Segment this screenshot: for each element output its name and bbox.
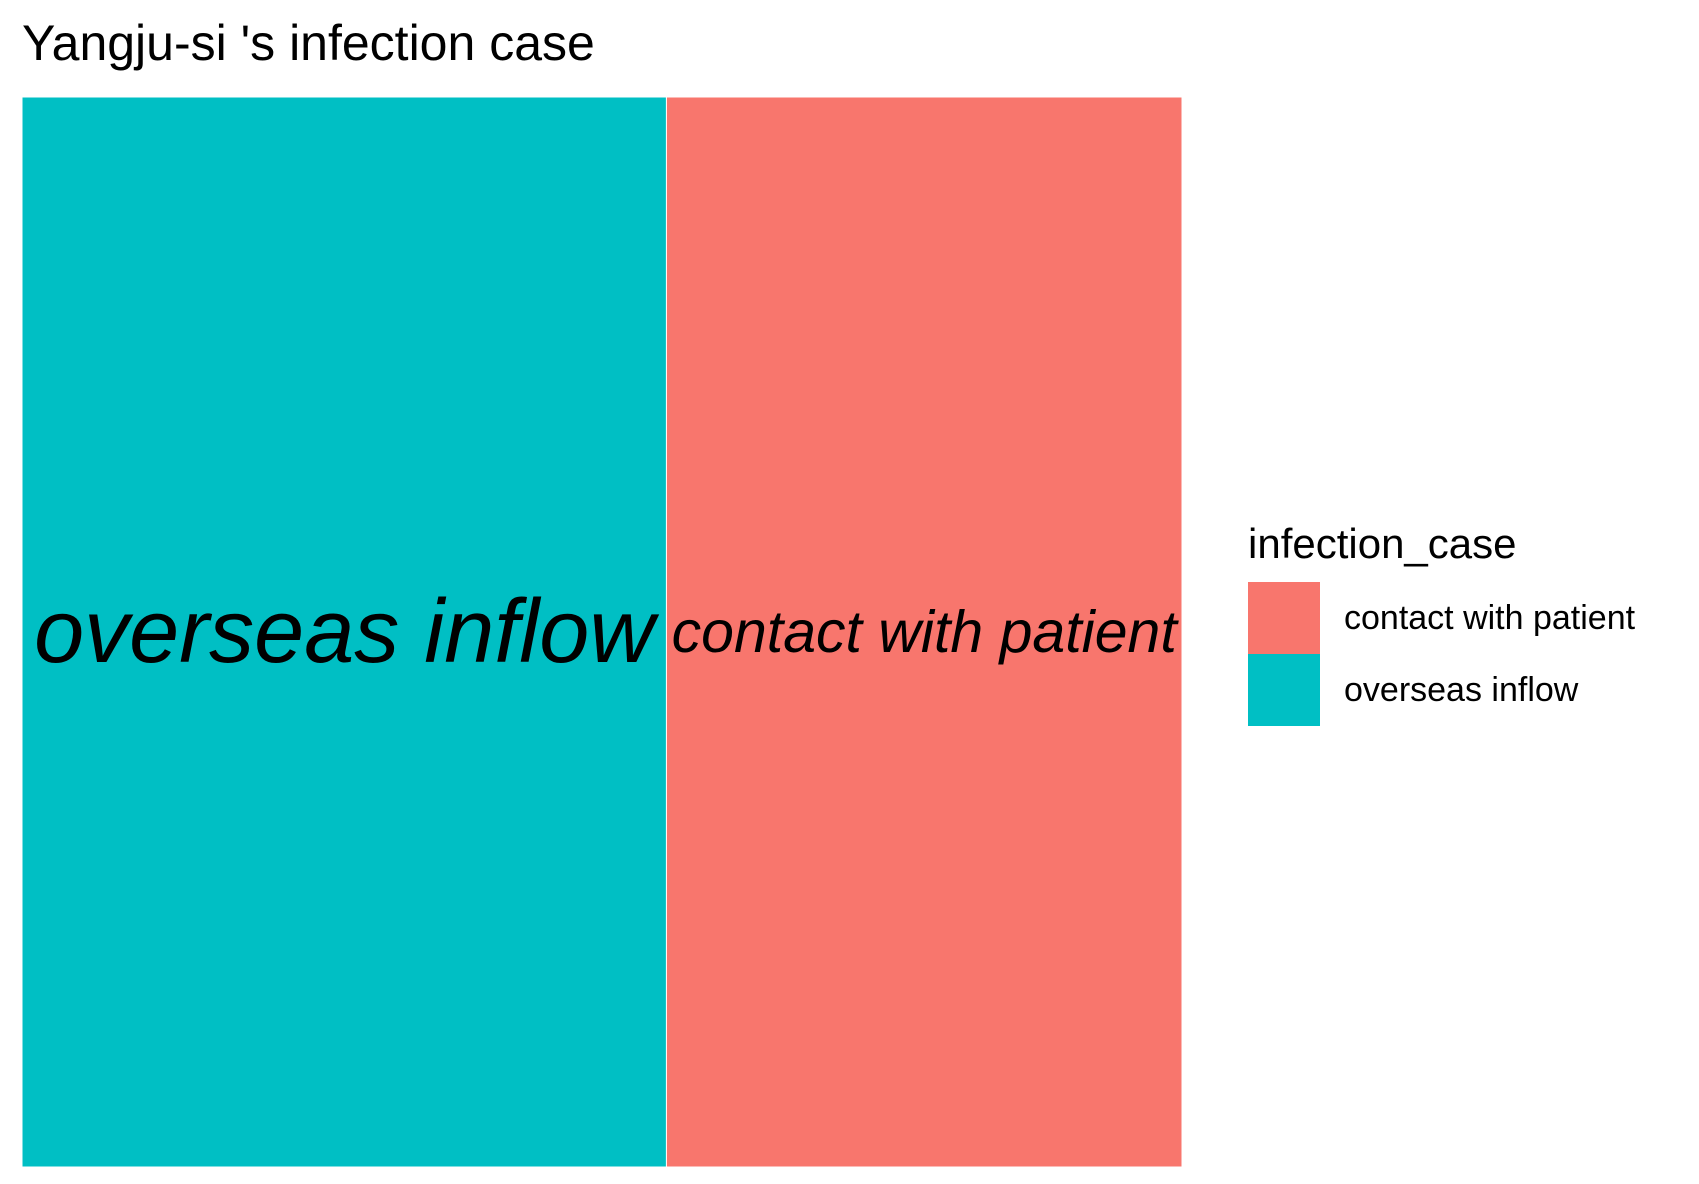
legend: infection_case contact with patient over… (1248, 520, 1635, 726)
legend-item-contact-with-patient: contact with patient (1248, 582, 1635, 654)
legend-item-overseas-inflow: overseas inflow (1248, 654, 1635, 726)
tile-label-contact-with-patient: contact with patient (672, 599, 1180, 665)
legend-label-contact-with-patient: contact with patient (1344, 598, 1636, 637)
chart-title: Yangju-si 's infection case (22, 15, 595, 71)
legend-key-overseas-inflow (1248, 654, 1320, 726)
legend-label-overseas-inflow: overseas inflow (1344, 670, 1579, 709)
treemap-plot: overseas inflow contact with patient (22, 97, 1182, 1167)
legend-title: infection_case (1248, 520, 1517, 567)
legend-key-contact-with-patient (1248, 582, 1320, 654)
tile-contact-with-patient (665, 97, 1182, 1167)
tile-overseas-inflow (22, 97, 667, 1167)
tile-label-overseas-inflow: overseas inflow (34, 582, 659, 682)
